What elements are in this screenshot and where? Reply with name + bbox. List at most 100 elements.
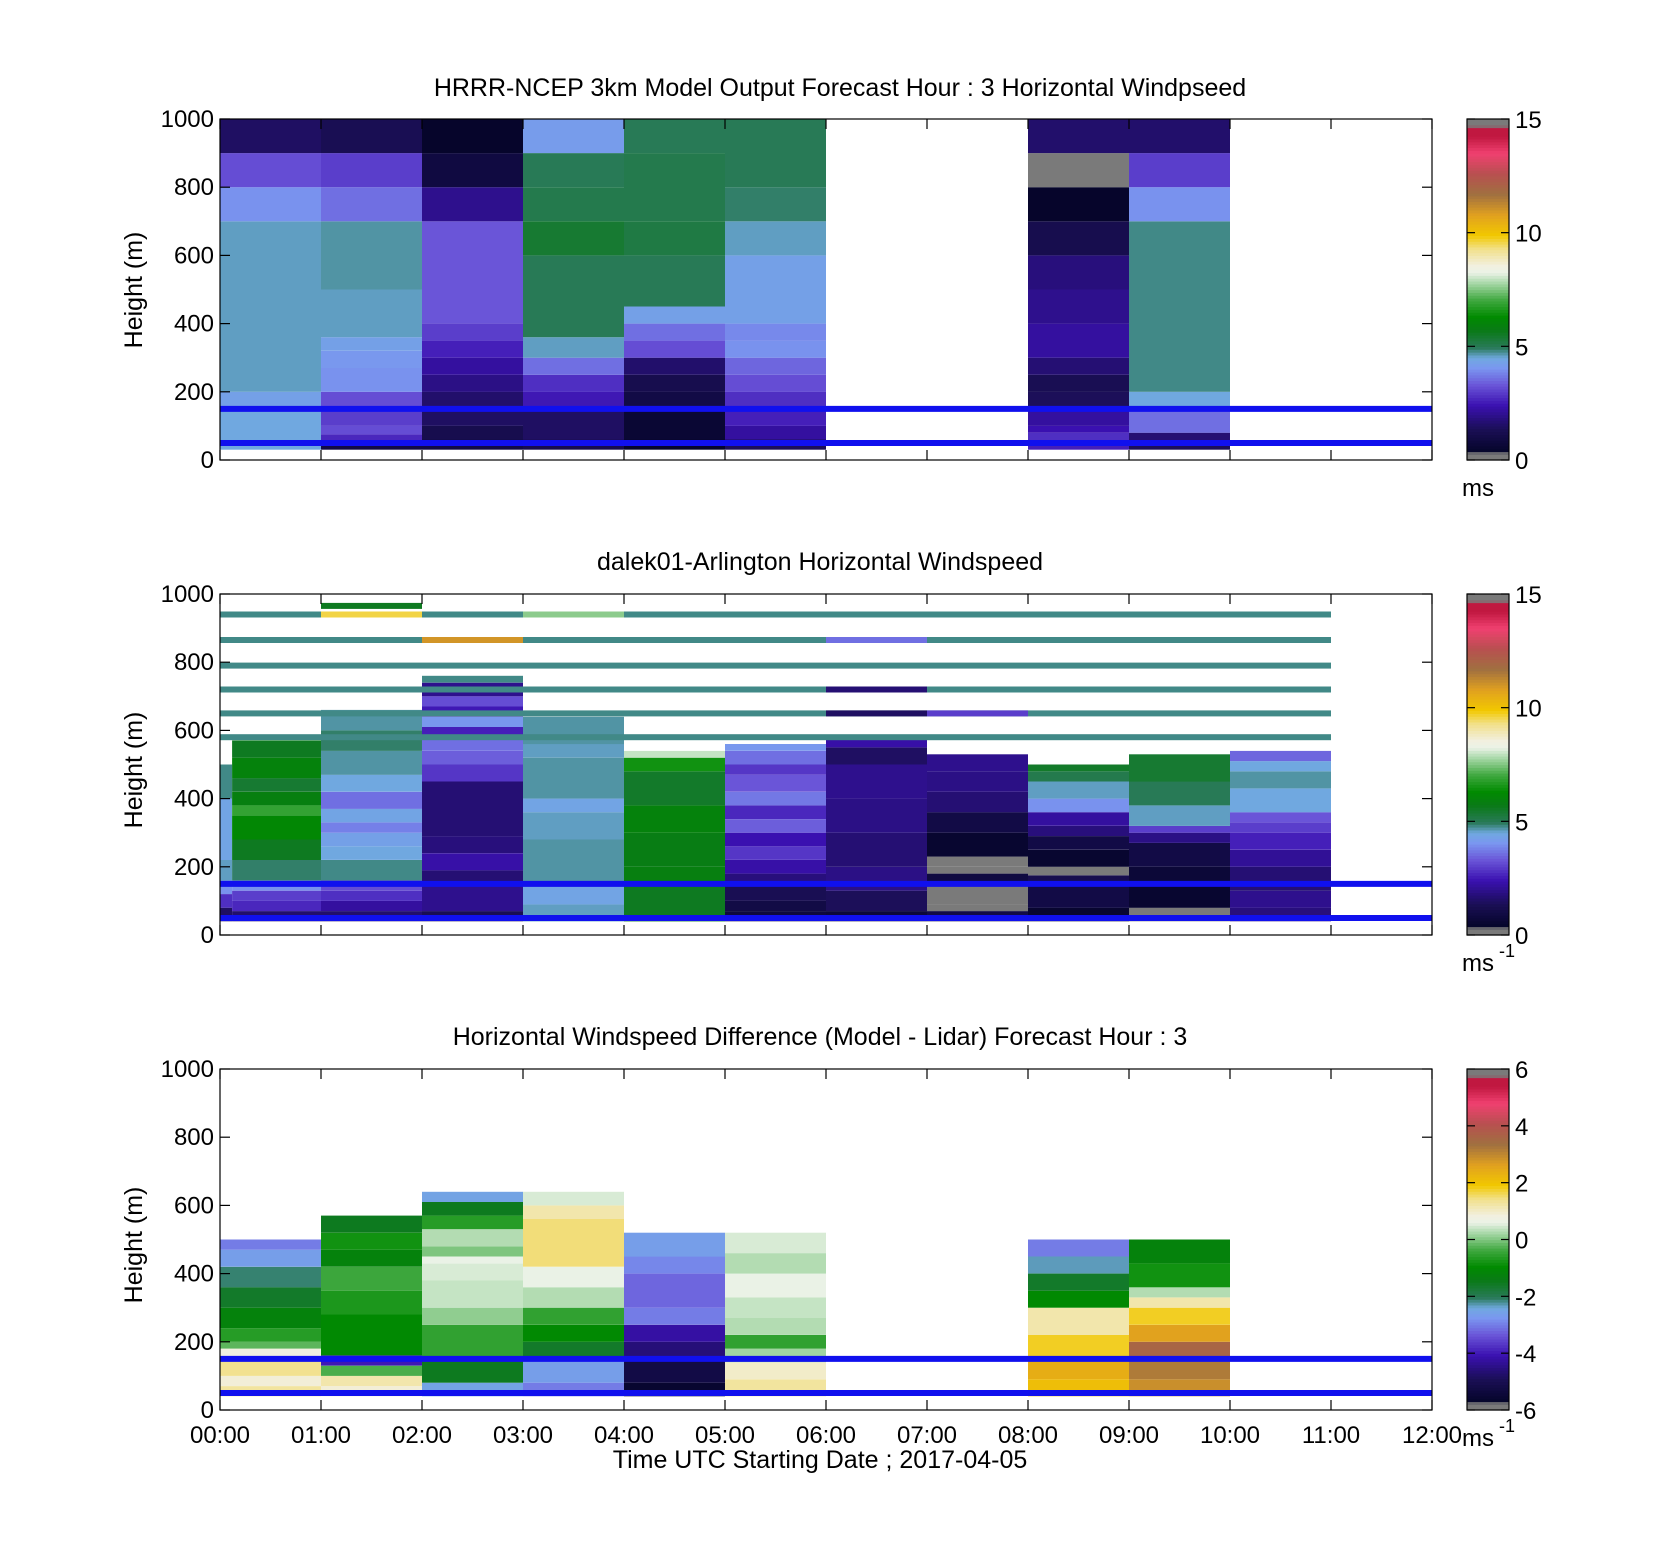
panel-lidar-colorbar: 0 5 10 15 ms -1 [1462,582,1542,977]
colorbar-swatch [1467,417,1509,421]
heatmap-cell [725,1317,826,1335]
heatmap-cell [321,1314,422,1356]
x-tick-label: 12:00 [1402,1422,1462,1449]
colorbar-swatch [1467,1370,1509,1374]
colorbar-swatch [1467,633,1509,638]
heatmap-cell [1028,187,1129,222]
colorbar-unit: ms [1462,1425,1494,1452]
heatmap-cell [523,1307,624,1325]
heatmap-cell [232,740,321,758]
colorbar-swatch [1467,437,1509,441]
colorbar-swatch [1467,428,1509,433]
colorbar-swatch [1467,903,1509,908]
colorbar-swatch [1467,622,1509,626]
colorbar-swatch [1467,824,1509,828]
colorbar-swatch [1467,687,1509,692]
colorbar-swatch [1467,594,1509,598]
heatmap-cell [422,1256,523,1264]
heatmap-cell [826,890,927,912]
heatmap-cell [1028,875,1129,884]
colorbar-swatch [1467,448,1509,453]
heatmap-cell [422,1191,523,1202]
colorbar-swatch [1467,209,1509,214]
colorbar-swatch [1467,1333,1509,1337]
heatmap-cell [321,1365,422,1376]
colorbar-swatch [1467,1191,1509,1195]
colorbar-swatch [1467,696,1509,700]
x-tick-label: 11:00 [1302,1422,1360,1449]
colorbar-swatch [1467,400,1509,404]
colorbar-swatch [1467,1128,1509,1133]
heatmap-cell [1028,1290,1129,1308]
heatmap-cell [523,883,624,905]
colorbar-swatch [1467,915,1509,919]
colorbar-swatch [1467,1157,1509,1161]
heatmap-cell [725,764,826,775]
colorbar-swatch [1467,738,1509,743]
colorbar-swatch [1467,795,1509,800]
panel-model-title: HRRR-NCEP 3km Model Output Forecast Hour… [434,74,1246,102]
heatmap-stripe [927,710,1028,717]
panel-model-cells [220,119,1432,450]
colorbar-swatch [1467,204,1509,208]
colorbar-swatch [1467,844,1509,848]
heatmap-cell [1028,221,1129,256]
colorbar-swatch [1467,599,1509,604]
colorbar-swatch [1467,1296,1509,1300]
heatmap-cell [624,750,725,758]
colorbar-swatch [1467,926,1509,930]
colorbar-swatch [1467,1236,1509,1241]
heatmap-cell [220,1375,321,1387]
heatmap-cell [624,119,725,154]
colorbar-swatch [1467,386,1509,390]
colorbar-swatch [1467,388,1509,393]
panel-model-colorbar: 0 5 10 15 ms [1462,107,1542,502]
colorbar-tick-label: 5 [1515,334,1528,361]
heatmap-cell [220,764,233,799]
colorbar-swatch [1467,1313,1509,1317]
y-tick-label: 0 [201,447,214,474]
colorbar-swatch [1467,1162,1509,1167]
colorbar-swatch [1467,613,1509,618]
heatmap-cell [725,1335,826,1349]
heatmap-cell [624,1307,725,1325]
heatmap-cell [725,357,826,375]
colorbar-swatch [1467,741,1509,746]
colorbar-swatch [1467,224,1509,228]
colorbar-swatch [1467,150,1509,154]
heatmap-cell [1028,798,1129,813]
colorbar-frame [1466,118,1510,461]
colorbar-swatch [1467,790,1509,794]
colorbar-swatch [1467,707,1509,712]
heatmap-cell [1129,187,1230,222]
colorbar-swatch [1467,1245,1509,1249]
heatmap-cell [220,391,321,409]
heatmap-cell [523,757,624,799]
heatmap-cell [927,754,1028,772]
colorbar-swatch [1467,1174,1509,1178]
colorbar-swatch [1467,733,1509,737]
colorbar-tick-label: 2 [1515,1171,1528,1198]
heatmap-cell [624,771,725,806]
heatmap-stripe [220,637,1331,643]
colorbar-swatch [1467,861,1509,865]
heatmap-cell [1028,255,1129,290]
colorbar-swatch [1467,1390,1509,1394]
colorbar-swatch [1467,1091,1509,1096]
colorbar-swatch [1467,770,1509,774]
colorbar-swatch [1467,878,1509,882]
heatmap-cell [1129,153,1230,188]
colorbar-swatch [1467,295,1509,299]
colorbar-swatch [1467,1086,1509,1090]
heatmap-stripe [220,611,1331,618]
colorbar-swatch [1467,596,1509,601]
colorbar-swatch [1467,298,1509,302]
heatmap-cell [826,764,927,799]
colorbar-swatch [1467,781,1509,785]
heatmap-cell [1129,1307,1230,1325]
colorbar-swatch [1467,121,1509,126]
colorbar-swatch [1467,807,1509,811]
colorbar-swatch [1467,1375,1509,1380]
heatmap-cell [725,119,826,188]
heatmap-cell [624,357,725,375]
